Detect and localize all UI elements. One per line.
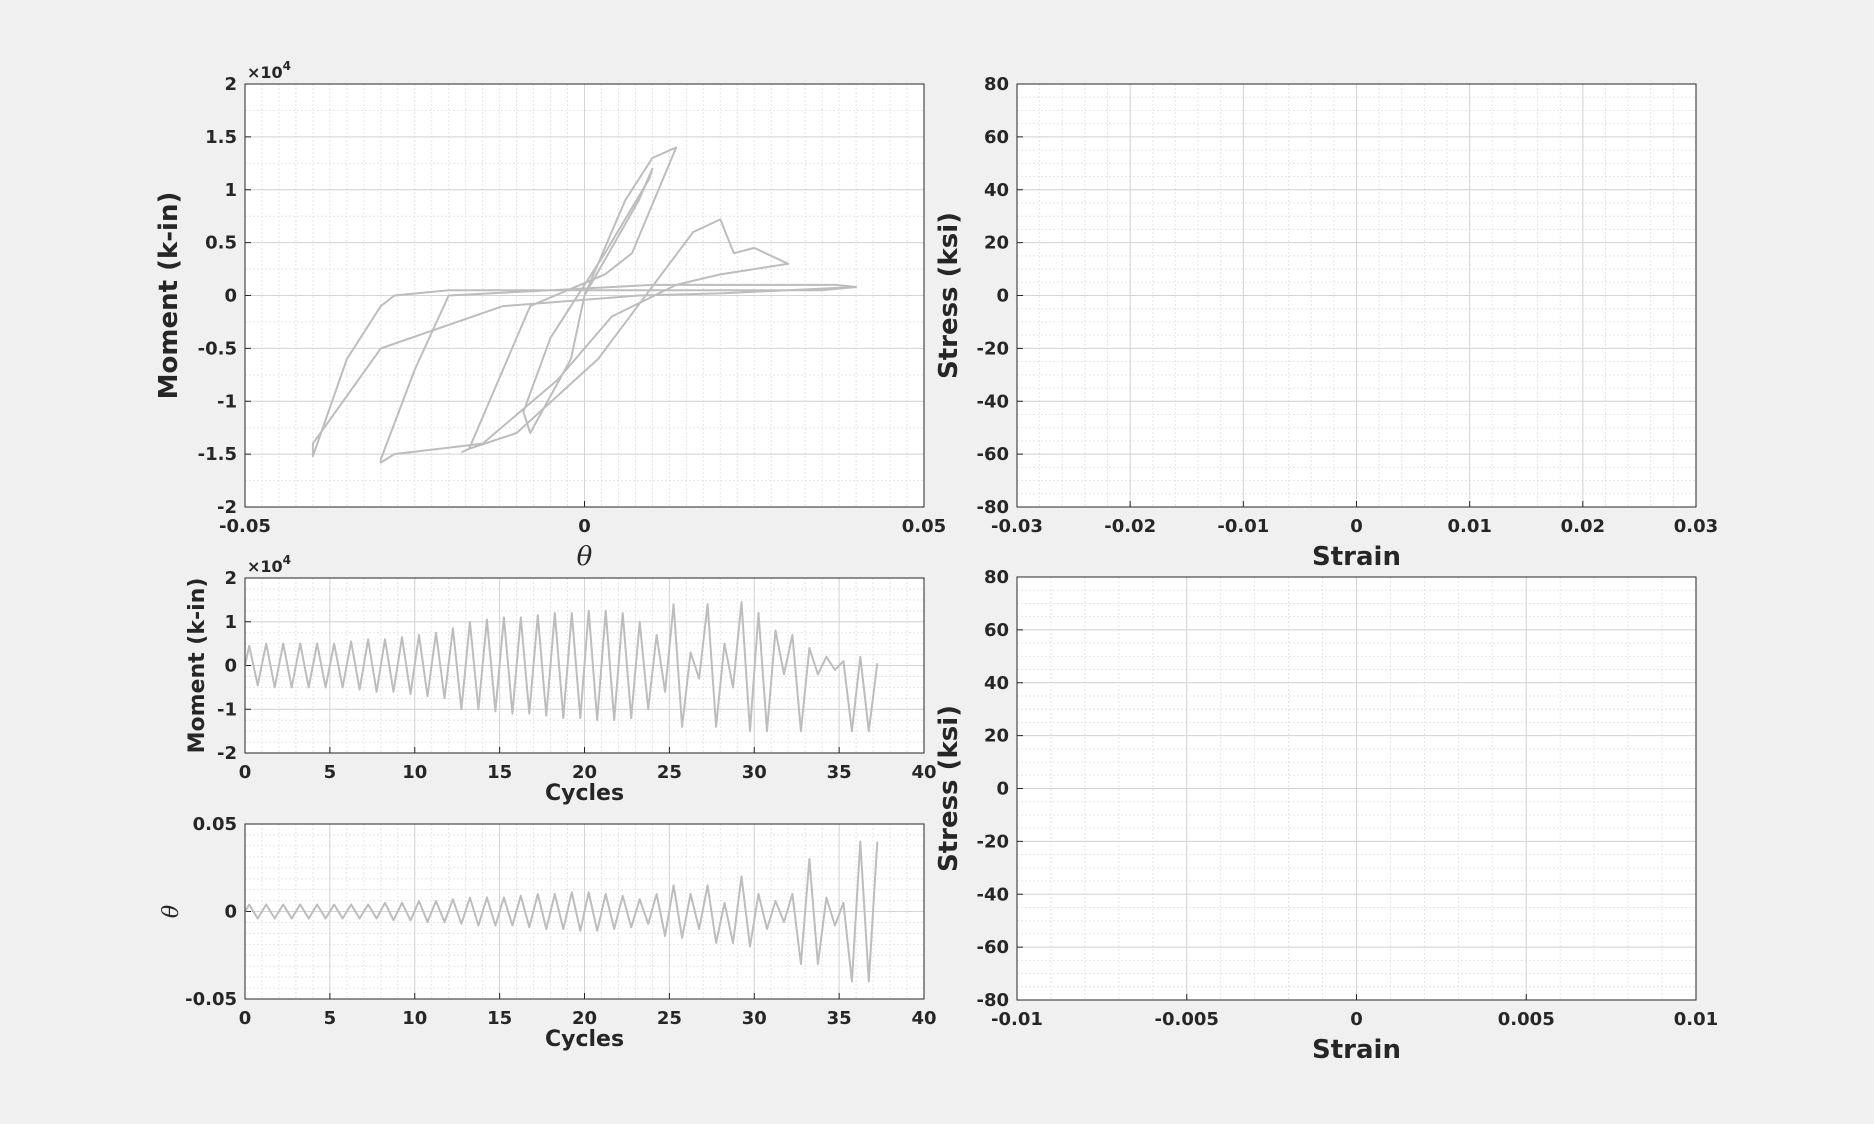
y-axis-exponent: ×104 (247, 59, 291, 82)
axes-frame (244, 577, 925, 754)
y-tick-label: 1 (224, 180, 237, 201)
grid (244, 83, 925, 508)
x-tick-label: -0.02 (1104, 516, 1156, 537)
x-tick-label: -0.005 (1155, 1009, 1219, 1030)
y-tick-label: 0 (996, 779, 1009, 800)
x-tick-label: 0 (1350, 1009, 1363, 1030)
y-tick-label: -2 (217, 743, 237, 764)
x-tick-label: 0 (578, 516, 591, 537)
y-tick-label: 60 (984, 620, 1009, 641)
y-tick-label: 1 (224, 612, 237, 633)
y-tick-label: 80 (984, 74, 1009, 95)
y-tick-label: 2 (224, 568, 237, 589)
axes-frame (244, 823, 925, 1000)
y-tick-label: 0 (996, 286, 1009, 307)
y-tick-label: 0 (224, 286, 237, 307)
x-tick-label: -0.01 (991, 1009, 1043, 1030)
x-tick-label: 5 (324, 1008, 337, 1029)
x-tick-label: 0 (1350, 516, 1363, 537)
x-tick-label: 0.03 (1674, 516, 1718, 537)
x-tick-label: 10 (402, 762, 427, 783)
y-tick-label: -20 (976, 831, 1009, 852)
y-tick-label: 0 (224, 656, 237, 677)
data-series-line (244, 840, 879, 983)
chart-moment-cycles: 0 5 10 15 20 25 30 35 40 -2 -1 0 1 2 ×104 Cycles Moment … (185, 553, 937, 806)
y-tick-label: -1.5 (198, 444, 237, 465)
chart-stress-strain-bottom: -0.01 -0.005 0 0.005 0.01 -80 -60 -40 -20 0 20 40 60… (934, 567, 1718, 1065)
y-tick-label: -60 (976, 937, 1009, 958)
y-tick-label: -40 (976, 391, 1009, 412)
chart-hysteresis: -0.05 0 0.05 -2 -1.5 -1 -0.5 0 0.5 1 1.5 2 ×104 θ Mome… (154, 59, 946, 572)
y-tick-label: 20 (984, 726, 1009, 747)
y-tick-label: 1.5 (205, 127, 237, 148)
y-tick-label: -2 (217, 497, 237, 518)
x-tick-label: 20 (572, 1008, 597, 1029)
y-tick-label: -60 (976, 444, 1009, 465)
x-tick-label: 15 (487, 1008, 512, 1029)
x-tick-label: 0.005 (1498, 1009, 1555, 1030)
x-tick-label: 30 (742, 762, 767, 783)
x-tick-label: 0.05 (902, 516, 946, 537)
x-tick-label: -0.01 (1217, 516, 1269, 537)
x-tick-label: 40 (911, 762, 936, 783)
x-axis-label: Strain (1312, 542, 1401, 572)
y-tick-label: -0.05 (185, 989, 237, 1010)
x-tick-label: 35 (827, 1008, 852, 1029)
x-tick-label: 0.01 (1674, 1009, 1718, 1030)
x-tick-label: 0 (239, 1008, 252, 1029)
x-tick-label: -0.05 (219, 516, 271, 537)
y-tick-label: -80 (976, 497, 1009, 518)
x-tick-label: 20 (572, 762, 597, 783)
x-tick-label: 35 (827, 762, 852, 783)
x-tick-label: 10 (402, 1008, 427, 1029)
y-axis-label: Moment (k-in) (154, 192, 184, 400)
y-tick-label: -40 (976, 884, 1009, 905)
x-tick-label: 0 (239, 762, 252, 783)
axes-frame (244, 83, 925, 508)
x-tick-label: 0.01 (1447, 516, 1491, 537)
axes-frame (1016, 83, 1697, 508)
x-tick-label: 30 (742, 1008, 767, 1029)
chart-stress-strain-top: -0.03 -0.02 -0.01 0 0.01 0.02 0.03 -80 -60 -40 -20… (934, 74, 1718, 572)
data-series-line (244, 601, 879, 733)
y-tick-label: -0.5 (198, 338, 237, 359)
x-tick-label: 5 (324, 762, 337, 783)
y-tick-label: 2 (224, 74, 237, 95)
y-axis-label: Moment (k-in) (185, 578, 210, 754)
y-tick-label: 0 (224, 902, 237, 923)
x-tick-label: 0.02 (1561, 516, 1605, 537)
y-tick-label: -20 (976, 338, 1009, 359)
x-tick-label: -0.03 (991, 516, 1043, 537)
y-tick-label: -1 (217, 391, 237, 412)
x-axis-label: θ (577, 542, 593, 572)
y-tick-label: 40 (984, 673, 1009, 694)
y-axis-label: Stress (ksi) (934, 705, 964, 872)
x-tick-label: 15 (487, 762, 512, 783)
x-axis-label: Strain (1312, 1035, 1401, 1065)
y-tick-label: -80 (976, 990, 1009, 1011)
axes-frame (1016, 576, 1697, 1001)
y-axis-label: Stress (ksi) (934, 212, 964, 379)
y-tick-label: 0.5 (205, 233, 237, 254)
x-axis-label: Cycles (545, 781, 624, 806)
y-tick-label: 20 (984, 233, 1009, 254)
y-tick-label: 0.05 (193, 814, 237, 835)
y-tick-label: 80 (984, 567, 1009, 588)
x-tick-label: 40 (911, 1008, 936, 1029)
x-axis-label: Cycles (545, 1027, 624, 1052)
y-tick-label: 60 (984, 127, 1009, 148)
y-tick-label: 40 (984, 180, 1009, 201)
x-tick-label: 25 (657, 1008, 682, 1029)
y-axis-label: θ (159, 905, 184, 918)
grid (1016, 83, 1697, 508)
y-axis-exponent: ×104 (247, 553, 291, 576)
x-tick-label: 25 (657, 762, 682, 783)
y-tick-label: -1 (217, 699, 237, 720)
data-series-line (311, 146, 858, 464)
